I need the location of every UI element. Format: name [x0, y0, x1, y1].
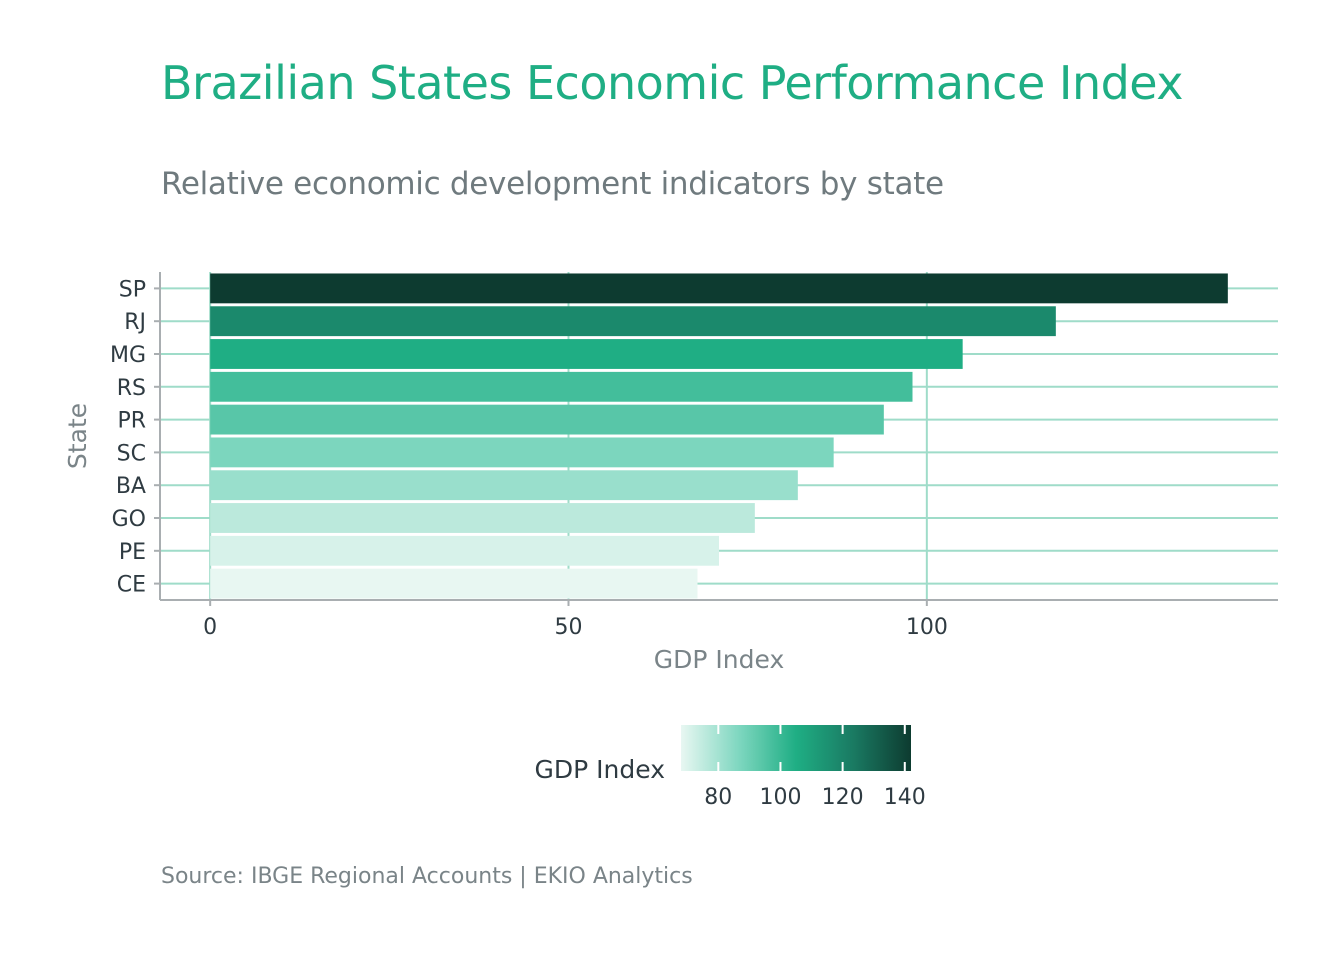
bar-pe	[210, 535, 719, 566]
y-tick-label: SP	[119, 277, 146, 302]
x-tick-label: 100	[906, 615, 948, 640]
y-tick-label: GO	[112, 507, 146, 532]
bar-ba	[210, 470, 798, 501]
y-tick-label: CE	[117, 573, 146, 598]
bar-go	[210, 503, 755, 533]
chart-subtitle: Relative economic development indicators…	[161, 166, 944, 202]
bar-sc	[210, 437, 834, 468]
x-tick-label: 50	[555, 615, 583, 640]
y-tick-label: PE	[119, 540, 146, 565]
bars	[210, 273, 1228, 599]
legend-title: GDP Index	[535, 755, 665, 784]
legend-tick-label: 80	[704, 785, 732, 810]
y-tick-label: MG	[110, 343, 146, 368]
bar-pr	[210, 404, 884, 435]
y-tick-label: RJ	[124, 310, 146, 335]
bar-rj	[210, 306, 1056, 337]
color-legend: GDP Index 80 100 120 140	[535, 725, 926, 810]
bar-rs	[210, 371, 913, 402]
y-axis-title: State	[63, 403, 92, 469]
chart-title: Brazilian States Economic Performance In…	[161, 56, 1184, 110]
chart-caption: Source: IBGE Regional Accounts | EKIO An…	[161, 864, 693, 889]
axes: SP RJ MG RS PR SC BA GO PE CE 0 50 100	[110, 272, 1278, 640]
legend-tick-label: 140	[884, 785, 926, 810]
legend-tick-label: 100	[759, 785, 801, 810]
y-tick-label: BA	[116, 474, 146, 499]
bar-ce	[210, 568, 698, 599]
x-tick-label: 0	[203, 615, 217, 640]
y-tick-label: RS	[117, 376, 146, 401]
y-tick-label: PR	[117, 409, 146, 434]
legend-colorbar	[681, 725, 911, 771]
x-axis-title: GDP Index	[654, 645, 784, 674]
bar-sp	[210, 273, 1228, 304]
y-tick-label: SC	[117, 441, 146, 466]
legend-tick-label: 120	[822, 785, 864, 810]
bar-mg	[210, 339, 963, 369]
